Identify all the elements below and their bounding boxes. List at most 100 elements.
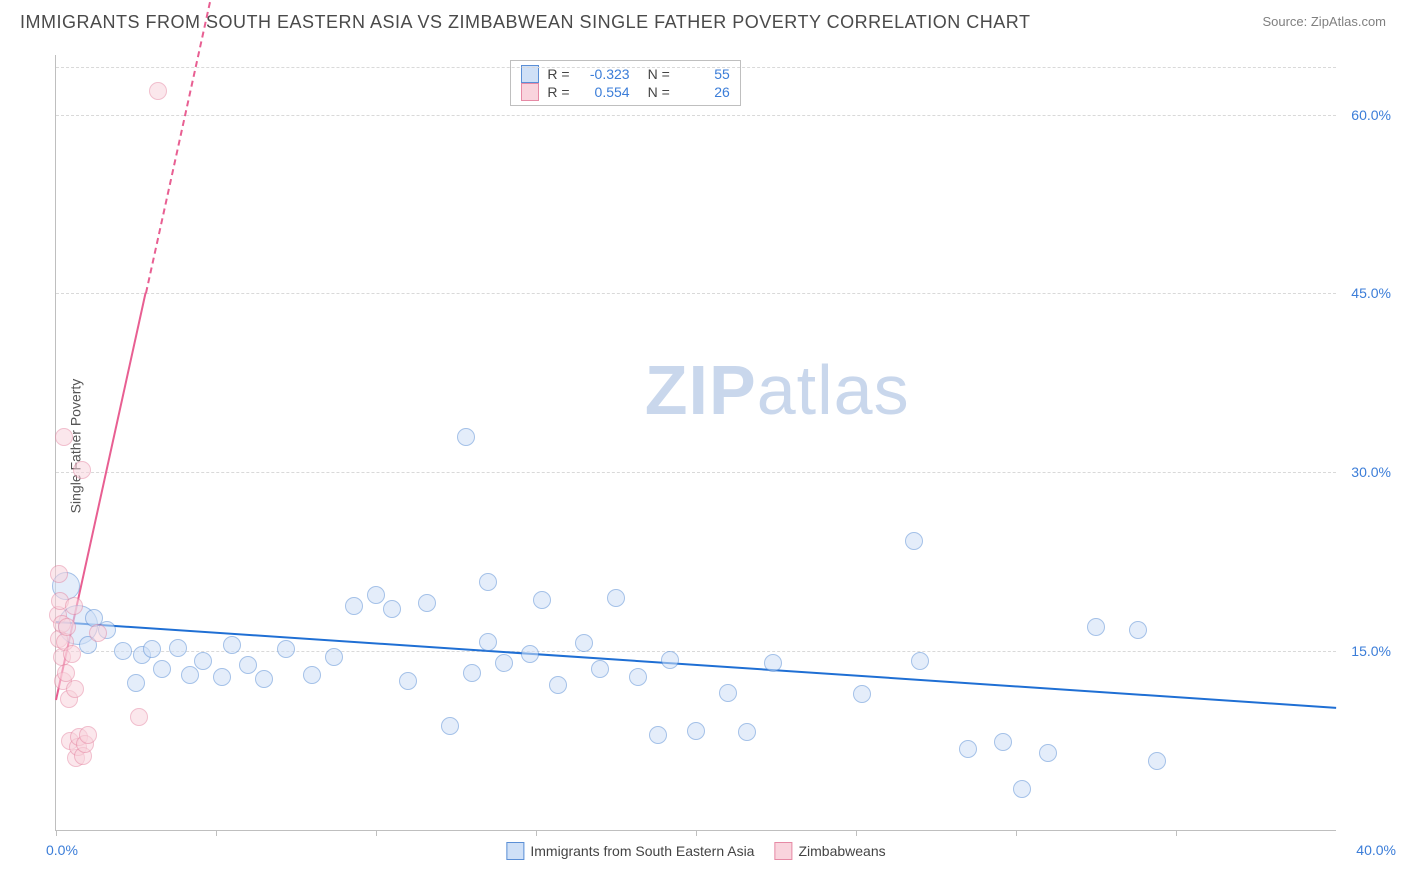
x-tick bbox=[536, 830, 537, 836]
data-point-sea bbox=[719, 684, 737, 702]
data-point-sea bbox=[457, 428, 475, 446]
legend-n-label: N = bbox=[648, 66, 670, 82]
data-point-sea bbox=[1039, 744, 1057, 762]
legend-swatch bbox=[774, 842, 792, 860]
y-tick-label: 30.0% bbox=[1351, 464, 1391, 480]
legend-r-label: R = bbox=[547, 66, 569, 82]
data-point-sea bbox=[345, 597, 363, 615]
gridline-h bbox=[56, 115, 1336, 116]
data-point-sea bbox=[239, 656, 257, 674]
legend-row-zim: R = 0.554 N = 26 bbox=[521, 83, 729, 101]
data-point-sea bbox=[303, 666, 321, 684]
x-tick bbox=[1176, 830, 1177, 836]
data-point-sea bbox=[194, 652, 212, 670]
gridline-h bbox=[56, 293, 1336, 294]
data-point-sea bbox=[127, 674, 145, 692]
data-point-zim bbox=[65, 597, 83, 615]
legend-n-value: 26 bbox=[678, 84, 730, 100]
data-point-zim bbox=[63, 645, 81, 663]
data-point-sea bbox=[575, 634, 593, 652]
x-axis-max-label: 40.0% bbox=[1356, 842, 1396, 858]
legend-item-zim: Zimbabweans bbox=[774, 842, 885, 860]
plot-area: ZIPatlas R =-0.323N =55R =0.554N =26 Imm… bbox=[55, 55, 1336, 831]
legend-n-label: N = bbox=[648, 84, 670, 100]
x-tick bbox=[216, 830, 217, 836]
data-point-zim bbox=[73, 461, 91, 479]
data-point-sea bbox=[649, 726, 667, 744]
legend-r-label: R = bbox=[547, 84, 569, 100]
x-tick bbox=[856, 830, 857, 836]
data-point-sea bbox=[325, 648, 343, 666]
data-point-sea bbox=[213, 668, 231, 686]
data-point-sea bbox=[223, 636, 241, 654]
y-tick-label: 15.0% bbox=[1351, 643, 1391, 659]
data-point-sea bbox=[764, 654, 782, 672]
data-point-zim bbox=[130, 708, 148, 726]
data-point-sea bbox=[607, 589, 625, 607]
series-legend: Immigrants from South Eastern Asia Zimbab… bbox=[506, 842, 885, 860]
data-point-sea bbox=[399, 672, 417, 690]
x-axis-min-label: 0.0% bbox=[46, 842, 78, 858]
data-point-sea bbox=[277, 640, 295, 658]
data-point-sea bbox=[911, 652, 929, 670]
data-point-sea bbox=[521, 645, 539, 663]
data-point-sea bbox=[959, 740, 977, 758]
data-point-sea bbox=[153, 660, 171, 678]
gridline-h bbox=[56, 651, 1336, 652]
data-point-sea bbox=[367, 586, 385, 604]
data-point-sea bbox=[1087, 618, 1105, 636]
source-attribution: Source: ZipAtlas.com bbox=[1262, 14, 1386, 29]
data-point-sea bbox=[549, 676, 567, 694]
data-point-sea bbox=[1013, 780, 1031, 798]
data-point-sea bbox=[687, 722, 705, 740]
data-point-zim bbox=[57, 664, 75, 682]
data-point-sea bbox=[495, 654, 513, 672]
data-point-sea bbox=[181, 666, 199, 684]
data-point-sea bbox=[169, 639, 187, 657]
data-point-sea bbox=[463, 664, 481, 682]
data-point-sea bbox=[629, 668, 647, 686]
trend-line bbox=[145, 0, 217, 293]
watermark: ZIPatlas bbox=[645, 350, 910, 430]
data-point-sea bbox=[661, 651, 679, 669]
x-tick bbox=[376, 830, 377, 836]
y-tick-label: 45.0% bbox=[1351, 285, 1391, 301]
legend-item-sea: Immigrants from South Eastern Asia bbox=[506, 842, 754, 860]
data-point-sea bbox=[418, 594, 436, 612]
data-point-sea bbox=[905, 532, 923, 550]
x-tick bbox=[696, 830, 697, 836]
data-point-sea bbox=[1129, 621, 1147, 639]
data-point-zim bbox=[66, 680, 84, 698]
data-point-zim bbox=[149, 82, 167, 100]
data-point-sea bbox=[479, 633, 497, 651]
data-point-sea bbox=[994, 733, 1012, 751]
data-point-sea bbox=[533, 591, 551, 609]
x-tick bbox=[1016, 830, 1017, 836]
legend-label: Zimbabweans bbox=[798, 843, 885, 859]
legend-r-value: 0.554 bbox=[578, 84, 630, 100]
data-point-zim bbox=[55, 428, 73, 446]
y-tick-label: 60.0% bbox=[1351, 107, 1391, 123]
data-point-sea bbox=[479, 573, 497, 591]
data-point-sea bbox=[1148, 752, 1166, 770]
legend-label: Immigrants from South Eastern Asia bbox=[530, 843, 754, 859]
data-point-zim bbox=[50, 565, 68, 583]
legend-swatch bbox=[506, 842, 524, 860]
data-point-zim bbox=[79, 726, 97, 744]
data-point-sea bbox=[114, 642, 132, 660]
gridline-h bbox=[56, 472, 1336, 473]
data-point-sea bbox=[738, 723, 756, 741]
data-point-sea bbox=[383, 600, 401, 618]
data-point-sea bbox=[591, 660, 609, 678]
x-tick bbox=[56, 830, 57, 836]
legend-r-value: -0.323 bbox=[578, 66, 630, 82]
data-point-sea bbox=[255, 670, 273, 688]
chart-title: IMMIGRANTS FROM SOUTH EASTERN ASIA VS ZI… bbox=[20, 12, 1030, 33]
gridline-h bbox=[56, 67, 1336, 68]
legend-swatch bbox=[521, 83, 539, 101]
data-point-zim bbox=[89, 624, 107, 642]
legend-n-value: 55 bbox=[678, 66, 730, 82]
data-point-zim bbox=[58, 618, 76, 636]
data-point-sea bbox=[853, 685, 871, 703]
data-point-sea bbox=[143, 640, 161, 658]
